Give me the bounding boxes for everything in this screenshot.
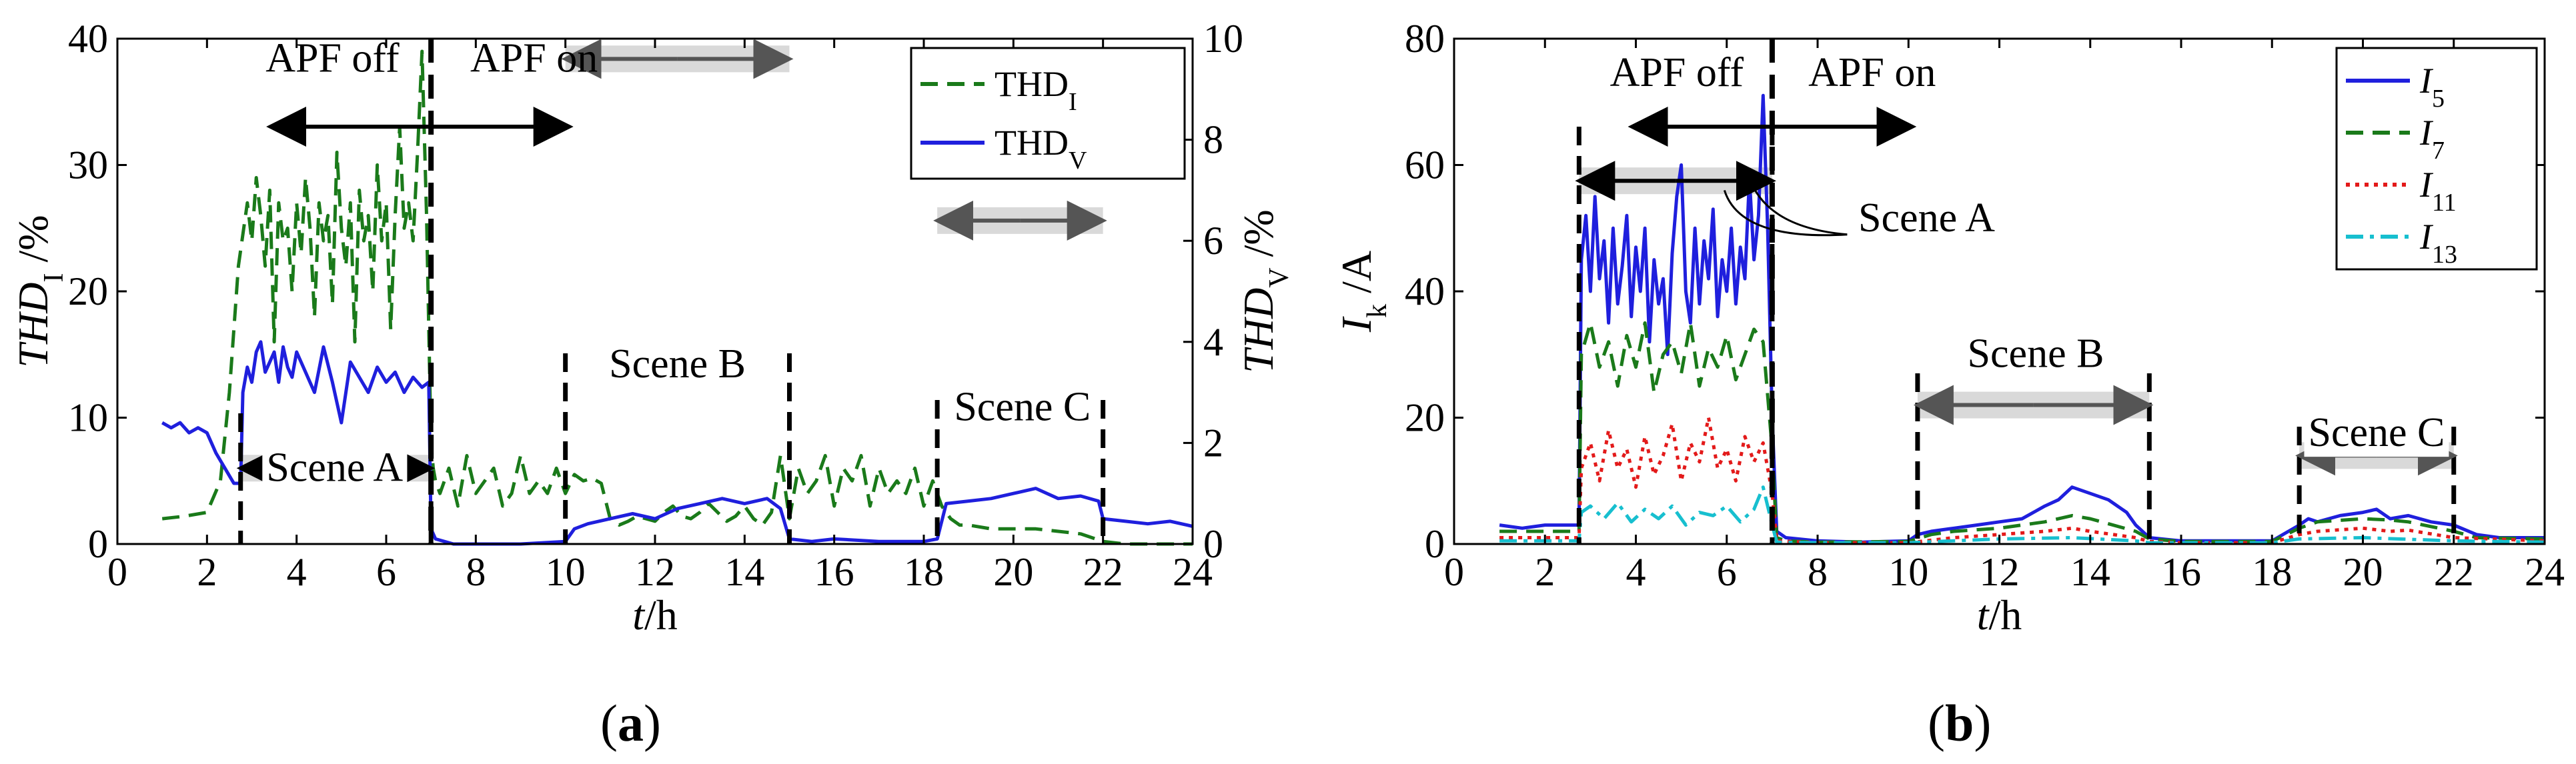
x-tick-label: 12 — [635, 550, 675, 594]
annotation-bg — [262, 443, 408, 492]
legend-entry: I7 — [2419, 113, 2445, 165]
y-right-tick-label: 8 — [1203, 118, 1223, 162]
x-tick-label: 18 — [2252, 550, 2292, 594]
annotation-bg — [605, 339, 750, 388]
annotation-scene-b: Scene B — [1968, 331, 2104, 377]
series-line-i-11 — [1499, 416, 2545, 545]
x-tick-label: 10 — [546, 550, 586, 594]
x-axis-label: t/h — [1977, 591, 2022, 639]
y-axis-label-right: THDV /% — [1235, 209, 1295, 373]
x-tick-label: 16 — [814, 550, 854, 594]
annotation-bg — [1963, 329, 2108, 378]
y-tick-label: 30 — [68, 143, 108, 187]
series-line-thd-i — [161, 49, 1193, 546]
annotation-scene-a: Scene A — [266, 445, 403, 490]
x-tick-label: 24 — [2525, 550, 2565, 594]
y-tick-label: 60 — [1405, 143, 1445, 187]
x-tick-label: 20 — [993, 550, 1033, 594]
annotation-bg — [1854, 193, 2000, 242]
x-tick-label: 6 — [376, 550, 396, 594]
annotation-scene-c: Scene C — [2308, 410, 2445, 455]
legend-entry: THDI — [995, 64, 1077, 116]
legend: THDI THDV — [910, 47, 1186, 180]
x-tick-label: 8 — [466, 550, 486, 594]
x-tick-label: 4 — [287, 550, 307, 594]
x-tick-label: 12 — [1980, 550, 2020, 594]
y-right-tick-label: 6 — [1203, 219, 1223, 263]
x-tick-label: 2 — [197, 550, 217, 594]
data-layer — [161, 49, 1193, 546]
y-tick-label: 10 — [68, 396, 108, 440]
panel-label-a: (a) — [600, 694, 661, 752]
x-tick-label: 6 — [1717, 550, 1737, 594]
annotation-apf-on: APF on — [1808, 50, 1936, 95]
x-tick-label: 0 — [1444, 550, 1464, 594]
x-tick-label: 2 — [1535, 550, 1555, 594]
y-right-tick-label: 2 — [1203, 421, 1223, 465]
x-tick-label: 22 — [1083, 550, 1123, 594]
legend-box — [910, 47, 1186, 180]
legend-entry: I11 — [2419, 165, 2457, 217]
x-tick-label: 16 — [2161, 550, 2201, 594]
scene-a-leader — [1750, 183, 1848, 236]
x-tick-label: 24 — [1173, 550, 1213, 594]
x-tick-label: 20 — [2343, 550, 2383, 594]
annotation-apf-off: APF off — [1610, 50, 1744, 95]
panel-label-b: (b) — [1928, 694, 1992, 752]
x-tick-label: 14 — [724, 550, 764, 594]
annotation-bg — [2304, 409, 2449, 457]
x-tick-label: 18 — [904, 550, 944, 594]
annotation-scene-c: Scene C — [954, 384, 1091, 429]
y-tick-label: 20 — [68, 269, 108, 313]
x-tick-label: 0 — [107, 550, 127, 594]
y-right-tick-label: 0 — [1203, 522, 1223, 566]
y-tick-label: 0 — [1425, 522, 1445, 566]
annotation-apf-on: APF on — [470, 35, 598, 81]
annotation-scene-b: Scene B — [609, 341, 746, 387]
legend-entry: I5 — [2419, 61, 2445, 113]
legend-entry: I13 — [2419, 217, 2457, 269]
y-tick-label: 80 — [1405, 17, 1445, 61]
series-line-thd-v — [161, 340, 1193, 546]
annotation-apf-off: APF off — [265, 35, 400, 81]
annotation-scene-a: Scene A — [1858, 195, 1995, 241]
y-axis-label: Ik /A — [1333, 251, 1393, 333]
x-tick-label: 14 — [2070, 550, 2110, 594]
legend-entry: THDV — [995, 123, 1087, 175]
chart-panel-a: 0 2 4 6 8 10 12 14 16 18 20 22 240102030400246810t/h… — [9, 17, 1295, 639]
x-tick-label: 22 — [2434, 550, 2474, 594]
annotation-bg — [950, 383, 1095, 431]
scene-a-leader — [1723, 189, 1848, 237]
x-axis-label: t/h — [632, 591, 678, 639]
x-tick-label: 8 — [1808, 550, 1828, 594]
y-tick-label: 20 — [1405, 396, 1445, 440]
series-line-i-13 — [1499, 485, 2545, 545]
x-tick-label: 4 — [1626, 550, 1646, 594]
legend-box — [2335, 47, 2538, 271]
x-tick-label: 10 — [1888, 550, 1928, 594]
y-axis-label-left: THDI /% — [9, 215, 69, 367]
y-right-tick-label: 4 — [1203, 320, 1223, 364]
y-tick-label: 40 — [1405, 269, 1445, 313]
y-tick-label: 40 — [68, 17, 108, 61]
y-tick-label: 0 — [88, 522, 108, 566]
y-right-tick-label: 10 — [1203, 17, 1243, 61]
